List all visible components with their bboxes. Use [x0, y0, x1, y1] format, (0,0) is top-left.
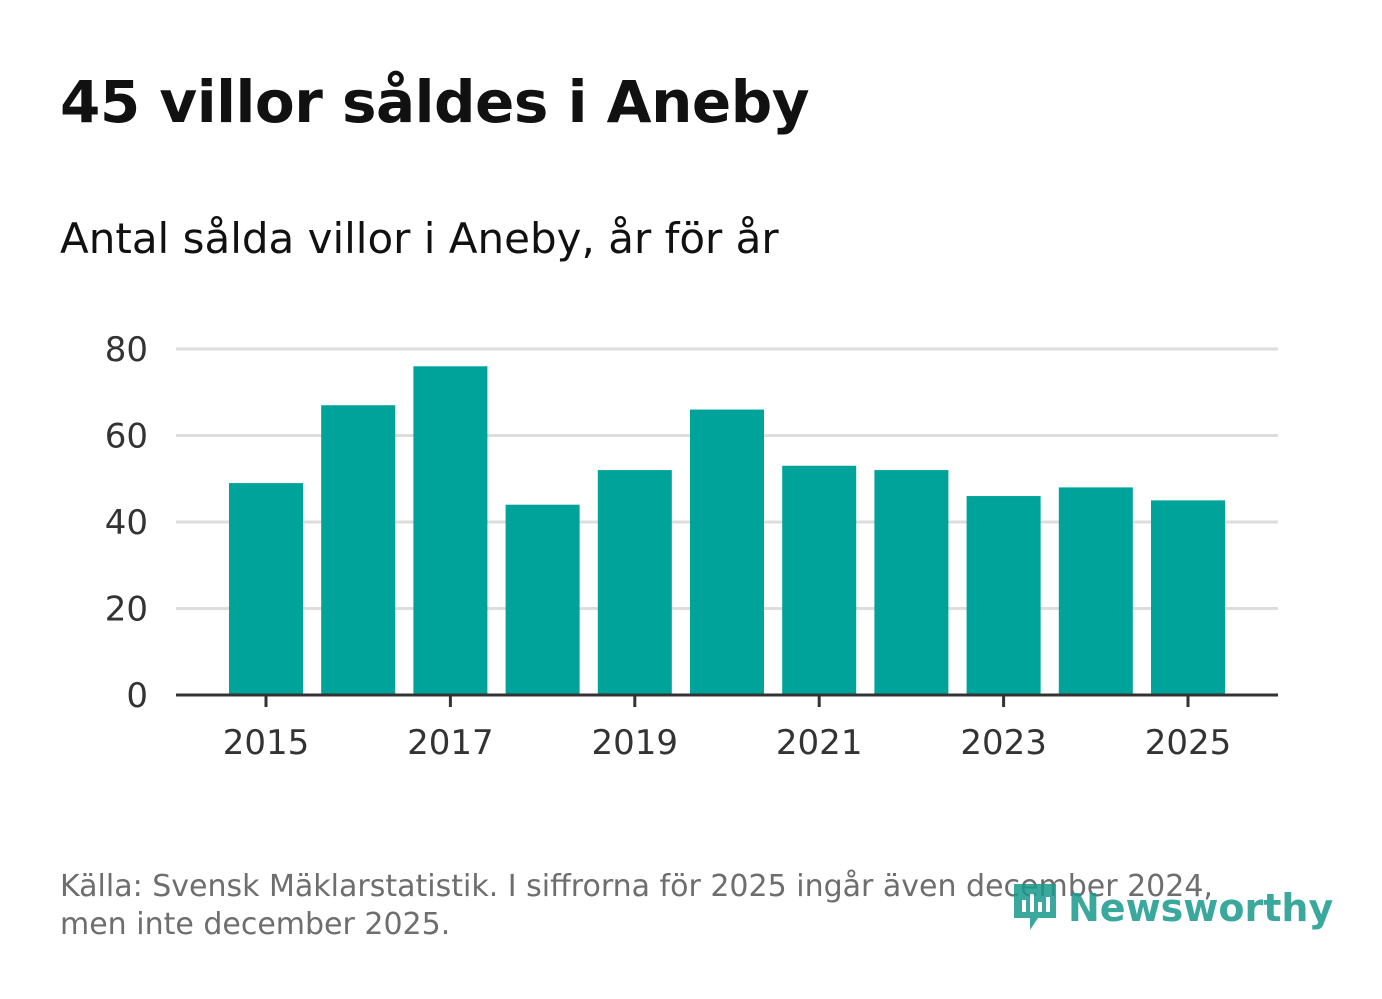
- bar-2019: [597, 470, 672, 695]
- bar-2022: [874, 470, 949, 695]
- x-tick-label: 2019: [592, 723, 679, 763]
- y-tick-label: 80: [105, 330, 148, 370]
- bar-2018: [505, 504, 580, 695]
- newsworthy-logo: Newsworthy: [1010, 878, 1333, 938]
- bar-2024: [1058, 487, 1133, 695]
- newsworthy-logo-icon: [1014, 884, 1056, 930]
- y-tick-label: 60: [105, 417, 148, 457]
- bar-2015: [229, 483, 303, 695]
- chart-subtitle: Antal sålda villor i Aneby, år för år: [60, 214, 779, 263]
- bar-2017: [413, 366, 488, 695]
- bar-2023: [966, 496, 1041, 695]
- bar-2021: [782, 465, 857, 695]
- x-tick-label: 2017: [407, 723, 494, 763]
- source-line-2: men inte december 2025.: [60, 907, 451, 942]
- x-tick-label: 2021: [776, 723, 863, 763]
- y-tick-label: 20: [105, 590, 148, 630]
- bar-2025: [1151, 500, 1225, 695]
- chart-title: 45 villor såldes i Aneby: [60, 68, 810, 136]
- x-tick-label: 2025: [1145, 723, 1232, 763]
- x-tick-label: 2023: [960, 723, 1047, 763]
- y-tick-label: 40: [105, 503, 148, 543]
- x-tick-label: 2015: [223, 723, 310, 763]
- bar-2020: [690, 409, 764, 695]
- newsworthy-logo-text: Newsworthy: [1068, 886, 1334, 930]
- bar-2016: [321, 405, 396, 695]
- y-tick-label: 0: [126, 676, 148, 716]
